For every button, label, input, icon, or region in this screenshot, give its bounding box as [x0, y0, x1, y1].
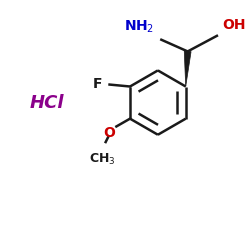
Text: OH: OH: [223, 18, 246, 32]
Text: CH$_3$: CH$_3$: [90, 152, 116, 167]
Text: O: O: [104, 126, 116, 140]
Text: HCl: HCl: [30, 94, 64, 112]
Polygon shape: [184, 51, 191, 86]
Text: F: F: [92, 76, 102, 90]
Text: NH$_2$: NH$_2$: [124, 18, 154, 35]
